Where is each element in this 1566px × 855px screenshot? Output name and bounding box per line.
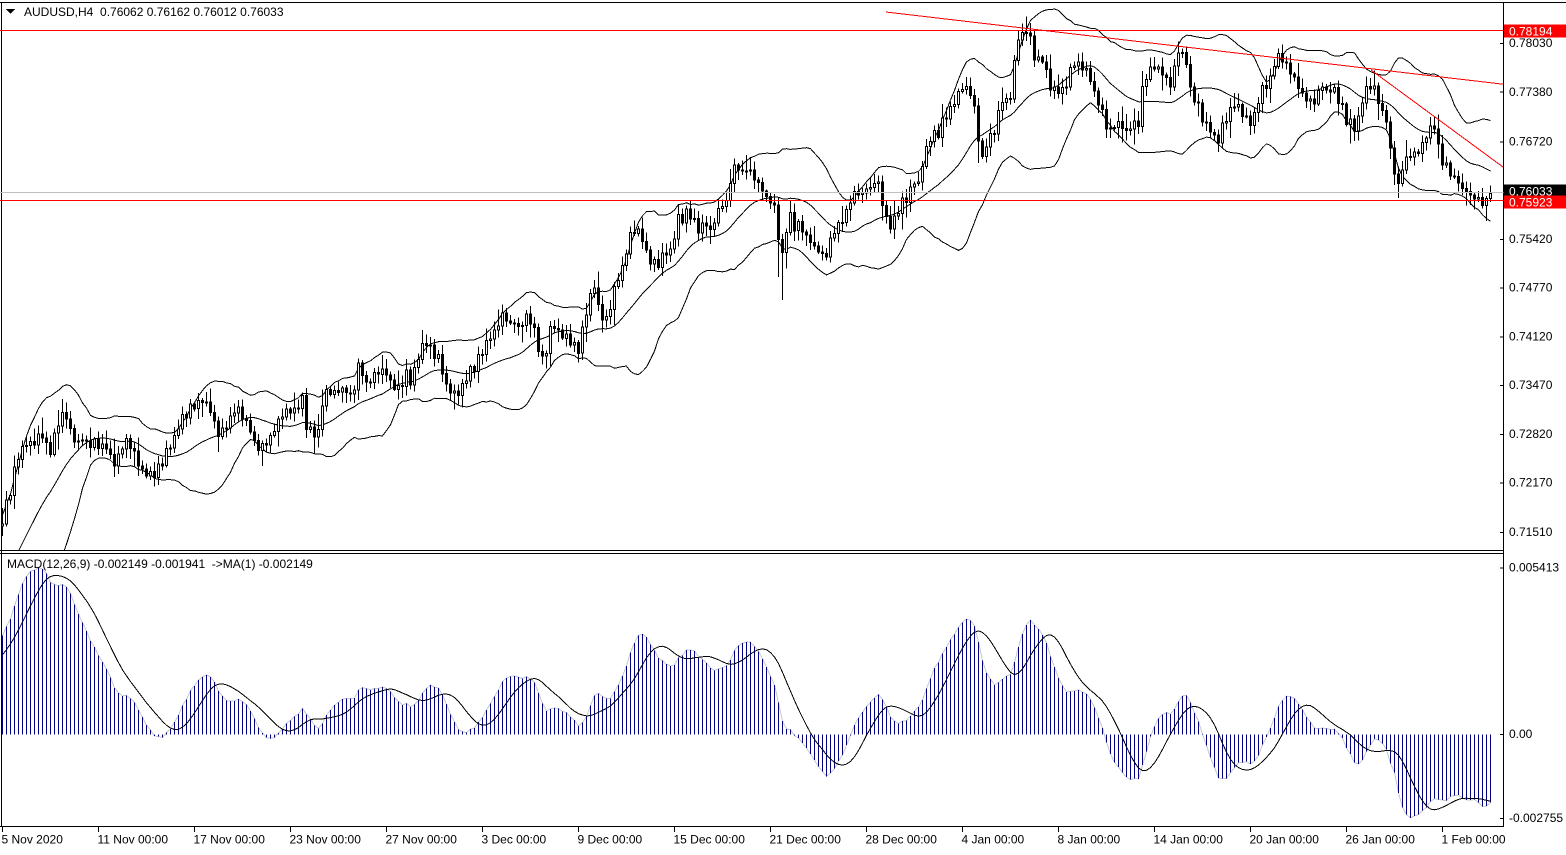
svg-text:0.74770: 0.74770 xyxy=(1509,281,1553,295)
svg-text:0.75923: 0.75923 xyxy=(1509,196,1553,210)
svg-text:17 Nov 00:00: 17 Nov 00:00 xyxy=(194,833,266,847)
svg-text:21 Dec 00:00: 21 Dec 00:00 xyxy=(770,833,842,847)
svg-text:0.71510: 0.71510 xyxy=(1509,525,1553,539)
svg-text:0.00: 0.00 xyxy=(1509,727,1533,741)
svg-text:AUDUSD,H4 0.76062 0.76162 0.7: AUDUSD,H4 0.76062 0.76162 0.76012 0.7603… xyxy=(24,5,284,19)
svg-text:11 Nov 00:00: 11 Nov 00:00 xyxy=(98,833,169,847)
svg-text:9 Dec 00:00: 9 Dec 00:00 xyxy=(578,833,643,847)
svg-text:0.77380: 0.77380 xyxy=(1509,85,1553,99)
svg-text:1 Feb 00:00: 1 Feb 00:00 xyxy=(1442,833,1506,847)
svg-text:14 Jan 00:00: 14 Jan 00:00 xyxy=(1154,833,1224,847)
svg-text:15 Dec 00:00: 15 Dec 00:00 xyxy=(674,833,746,847)
svg-text:23 Nov 00:00: 23 Nov 00:00 xyxy=(290,833,362,847)
svg-text:0.73470: 0.73470 xyxy=(1509,378,1553,392)
svg-text:26 Jan 00:00: 26 Jan 00:00 xyxy=(1346,833,1416,847)
svg-text:3 Dec 00:00: 3 Dec 00:00 xyxy=(482,833,547,847)
svg-text:0.78194: 0.78194 xyxy=(1509,25,1553,39)
svg-text:0.72170: 0.72170 xyxy=(1509,476,1553,490)
svg-text:8 Jan 00:00: 8 Jan 00:00 xyxy=(1058,833,1121,847)
svg-text:0.76033: 0.76033 xyxy=(1509,185,1553,199)
svg-text:27 Nov 00:00: 27 Nov 00:00 xyxy=(386,833,458,847)
svg-text:MACD(12,26,9) -0.002149 -0.001: MACD(12,26,9) -0.002149 -0.001941 ->MA(1… xyxy=(7,557,313,571)
svg-text:0.76720: 0.76720 xyxy=(1509,134,1553,148)
svg-text:0.78030: 0.78030 xyxy=(1509,36,1553,50)
svg-text:20 Jan 00:00: 20 Jan 00:00 xyxy=(1250,833,1320,847)
svg-text:-0.002755: -0.002755 xyxy=(1509,811,1563,825)
svg-text:28 Dec 00:00: 28 Dec 00:00 xyxy=(866,833,938,847)
svg-text:5 Nov 2020: 5 Nov 2020 xyxy=(2,833,64,847)
svg-text:0.74120: 0.74120 xyxy=(1509,329,1553,343)
svg-text:0.72820: 0.72820 xyxy=(1509,427,1553,441)
svg-text:4 Jan 00:00: 4 Jan 00:00 xyxy=(962,833,1025,847)
svg-text:0.75420: 0.75420 xyxy=(1509,232,1553,246)
svg-text:0.005413: 0.005413 xyxy=(1509,560,1559,574)
